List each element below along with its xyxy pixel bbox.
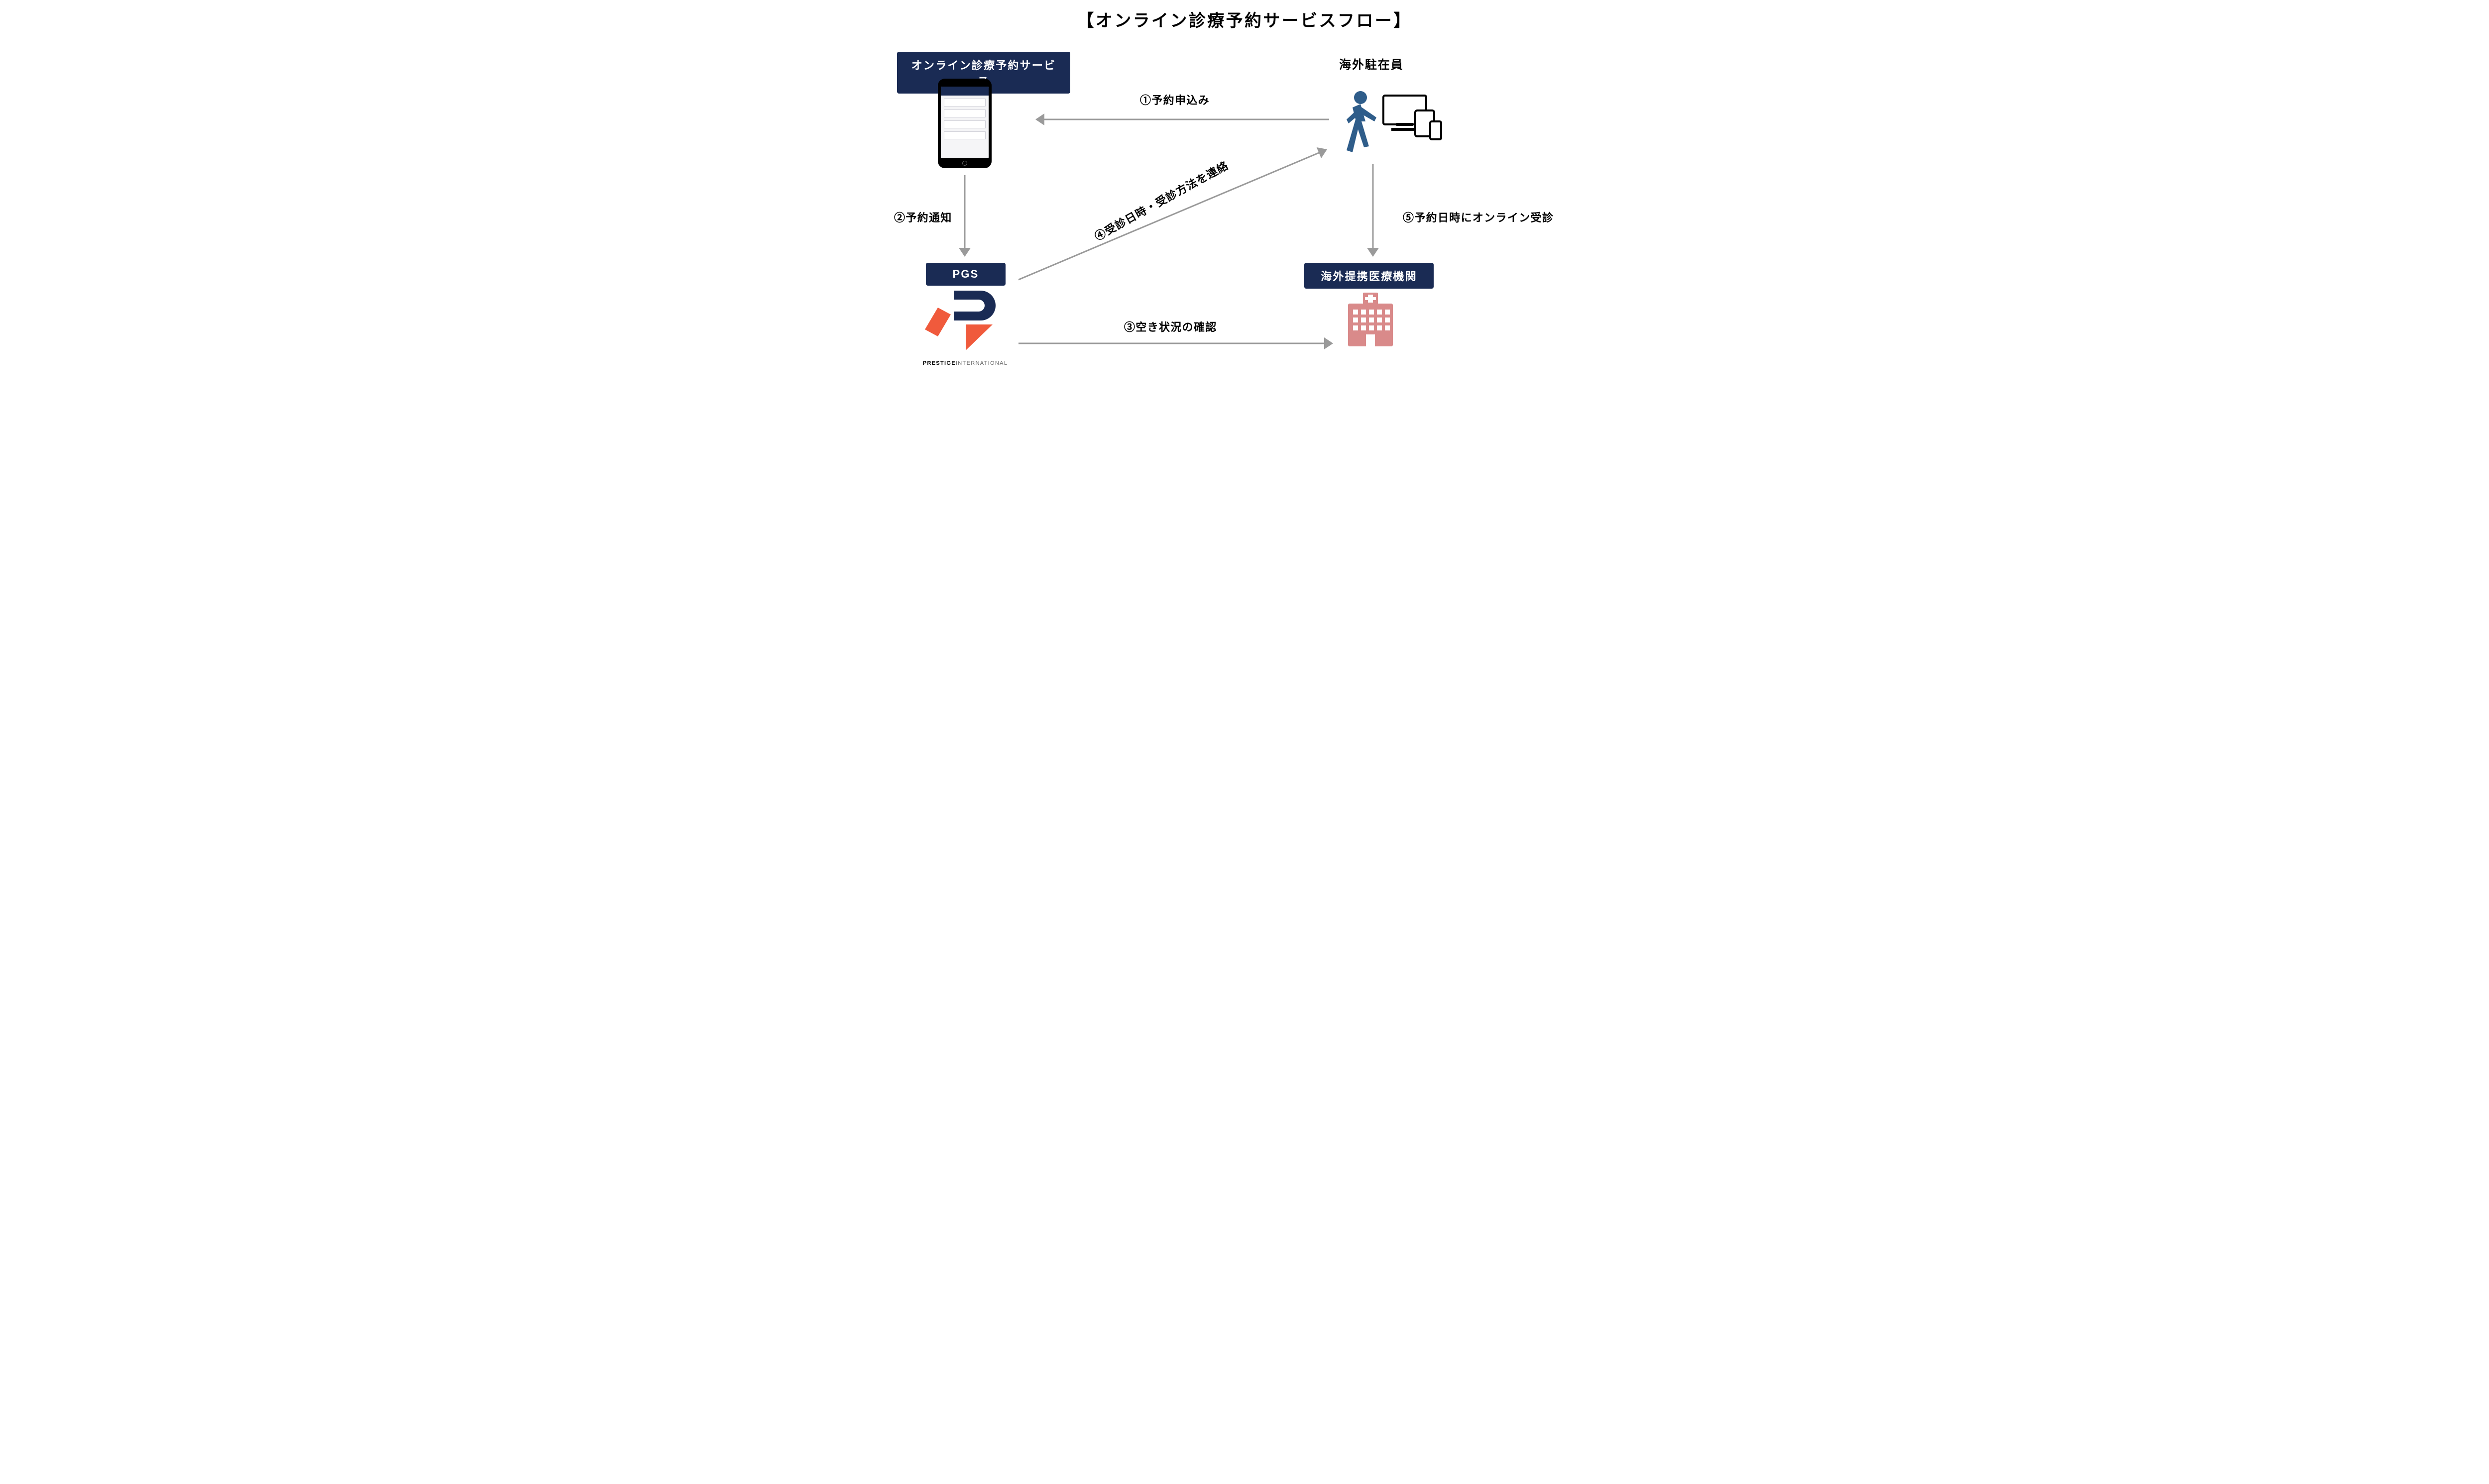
- smartphone-icon: [938, 79, 992, 168]
- arrow-4-label: ④受診日時・受診方法を連絡: [1091, 157, 1231, 244]
- logo-caption-light: INTERNATIONAL: [956, 360, 1008, 366]
- logo-caption-bold: PRESTIGE: [923, 360, 956, 366]
- node-hospital-label: 海外提携医療機関: [1304, 263, 1434, 289]
- hospital-icon: [1343, 290, 1398, 349]
- node-pgs-label: PGS: [926, 263, 1006, 286]
- arrow-1-label: ①予約申込み: [1140, 92, 1210, 107]
- arrow-3-label: ③空き状況の確認: [1124, 318, 1217, 334]
- prestige-logo-icon: PRESTIGEINTERNATIONAL: [918, 288, 1013, 366]
- diagram-stage: 【オンライン診療予約サービスフロー】 オンライン診療予約サービス 海外駐在員 P…: [871, 0, 1618, 388]
- arrow-5-label: ⑤予約日時にオンライン受診: [1403, 209, 1554, 225]
- diagram-title: 【オンライン診療予約サービスフロー】: [871, 7, 1618, 31]
- node-user-label: 海外駐在員: [1339, 55, 1404, 72]
- arrow-2-label: ②予約通知: [894, 209, 952, 225]
- person-devices-icon: [1342, 87, 1446, 161]
